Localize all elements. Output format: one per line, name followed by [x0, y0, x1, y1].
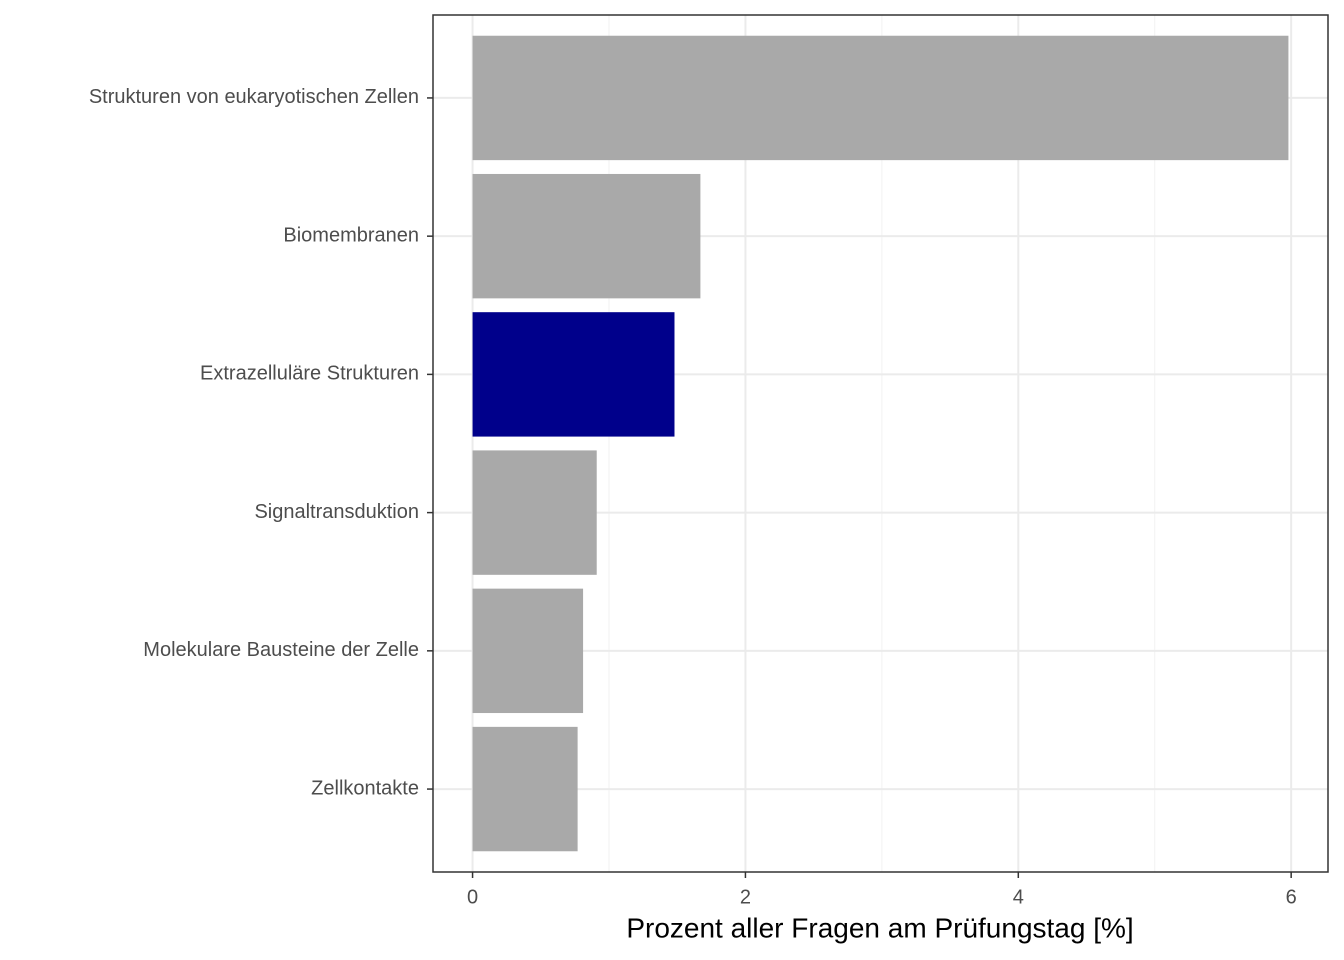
x-tick-label: 4 — [1013, 886, 1024, 908]
y-tick-label: Signaltransduktion — [254, 501, 419, 523]
bar — [472, 588, 584, 714]
x-tick-label: 6 — [1286, 886, 1297, 908]
y-tick-label: Extrazelluläre Strukturen — [200, 363, 419, 385]
x-tick-label: 2 — [740, 886, 751, 908]
bar — [472, 35, 1289, 161]
bar — [472, 450, 597, 575]
bar — [472, 173, 701, 299]
y-tick-label: Biomembranen — [283, 224, 419, 246]
bar — [472, 726, 578, 852]
y-tick-label: Molekulare Bausteine der Zelle — [143, 639, 419, 661]
bar — [472, 312, 675, 437]
x-tick-label: 0 — [467, 886, 478, 908]
panel-border — [432, 14, 1329, 873]
y-tick-label: Strukturen von eukaryotischen Zellen — [89, 86, 419, 108]
x-axis-label: Prozent aller Fragen am Prüfungstag [%] — [626, 912, 1133, 943]
y-tick-label: Zellkontakte — [311, 777, 419, 799]
